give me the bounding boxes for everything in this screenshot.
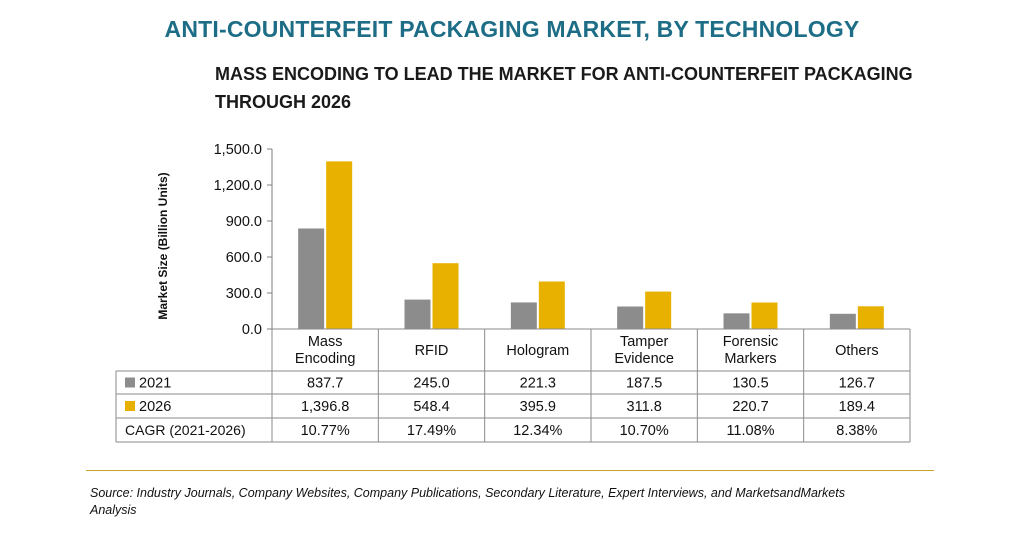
bar-2026-rfid — [432, 263, 459, 329]
legend-swatch-2026 — [125, 401, 135, 411]
data-label: 1,396.8 — [301, 399, 349, 415]
data-label: 245.0 — [413, 376, 449, 392]
footer-divider — [86, 470, 934, 471]
cagr-value: 17.49% — [407, 423, 456, 439]
cagr-value: 10.77% — [301, 423, 350, 439]
bar-2021-rfid — [404, 299, 431, 329]
bar-2026-mass-encoding — [326, 161, 353, 329]
bar-2021-tamper-evidence — [617, 306, 644, 329]
cagr-label: CAGR (2021-2026) — [125, 422, 246, 438]
y-tick-label: 600.0 — [226, 250, 262, 266]
category-label: Tamper Evidence — [614, 334, 674, 367]
legend-label-2021: 2021 — [139, 376, 171, 392]
cagr-value: 10.70% — [620, 423, 669, 439]
data-label: 837.7 — [307, 376, 343, 392]
category-label: Others — [835, 343, 879, 359]
bar-2026-forensic-markers — [751, 302, 778, 329]
bar-2021-hologram — [510, 302, 537, 329]
bar-2026-tamper-evidence — [645, 291, 672, 329]
bar-2026-others — [857, 306, 884, 329]
y-tick-label: 0.0 — [242, 322, 262, 338]
bar-2021-others — [829, 313, 856, 329]
data-label: 189.4 — [839, 399, 875, 415]
category-label: Forensic Markers — [723, 334, 779, 367]
bar-chart: Market Size (Billion Units) 0.0 300.0 600.0… — [115, 142, 911, 443]
legend-swatch-2021 — [125, 377, 135, 388]
data-label: 220.7 — [732, 399, 768, 415]
y-axis-label: Market Size (Billion Units) — [156, 172, 170, 319]
bar-2021-forensic-markers — [723, 313, 750, 329]
data-label: 548.4 — [413, 399, 449, 415]
y-tick-label: 1,500.0 — [214, 142, 262, 158]
category-label: RFID — [415, 343, 449, 359]
bar-2026-hologram — [538, 281, 565, 329]
cagr-value: 11.08% — [726, 423, 774, 439]
data-label: 395.9 — [520, 399, 556, 415]
chart-title: ANTI-COUNTERFEIT PACKAGING MARKET, BY TE… — [164, 16, 860, 42]
bar-2021-mass-encoding — [298, 228, 325, 329]
y-tick-label: 1,200.0 — [214, 178, 262, 194]
y-tick-label: 300.0 — [226, 286, 262, 302]
category-label: Mass Encoding — [295, 334, 355, 367]
data-label: 130.5 — [732, 376, 768, 392]
data-label: 126.7 — [839, 376, 875, 392]
cagr-value: 8.38% — [836, 423, 877, 439]
chart-subtitle: MASS ENCODING TO LEAD THE MARKET FOR ANT… — [215, 64, 913, 112]
source-note: Source: Industry Journals, Company Websi… — [90, 486, 845, 517]
data-label: 311.8 — [627, 399, 662, 415]
data-label: 221.3 — [520, 376, 556, 392]
legend-label-2026: 2026 — [139, 399, 171, 415]
category-label: Hologram — [506, 343, 569, 359]
y-tick-label: 900.0 — [226, 214, 262, 230]
cagr-value: 12.34% — [513, 423, 562, 439]
data-label: 187.5 — [626, 376, 662, 392]
